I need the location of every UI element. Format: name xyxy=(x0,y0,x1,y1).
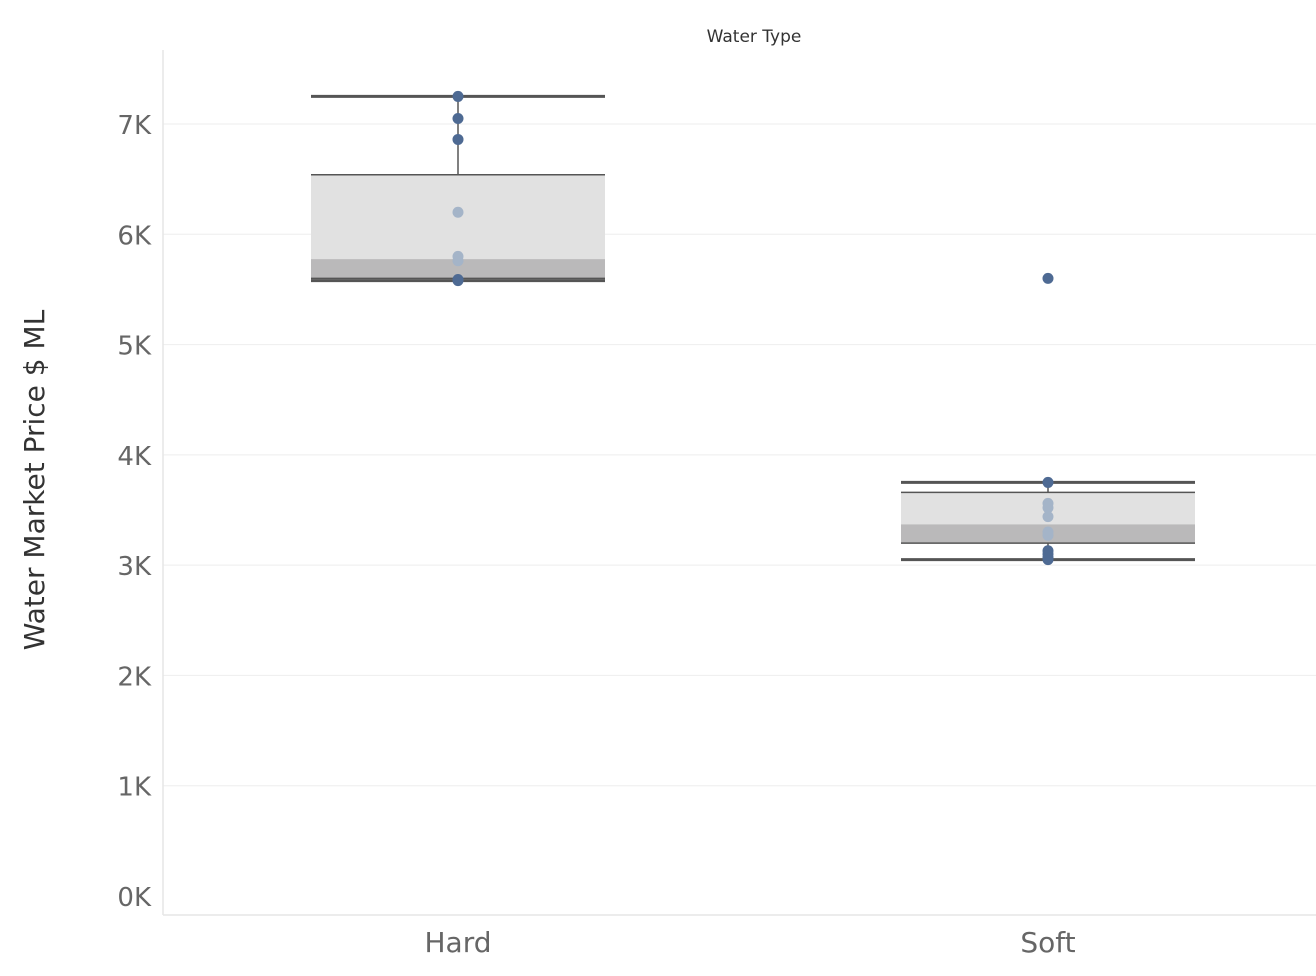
data-point xyxy=(1042,476,1054,488)
data-point xyxy=(452,90,464,102)
box-soft xyxy=(901,272,1195,566)
outlier-point xyxy=(1042,272,1054,284)
y-axis-label: Water Market Price $ ML xyxy=(18,309,51,650)
data-point xyxy=(1042,554,1054,566)
box-hard xyxy=(311,90,605,287)
y-tick-label: 0K xyxy=(117,883,152,913)
data-point xyxy=(452,133,464,145)
y-tick-label: 4K xyxy=(117,442,152,472)
x-tick-label: Hard xyxy=(424,926,491,959)
data-point xyxy=(452,206,464,218)
y-tick-label: 7K xyxy=(117,111,152,141)
header-title: Water Type xyxy=(707,27,802,47)
data-point xyxy=(452,275,464,287)
data-point xyxy=(1042,529,1054,541)
x-axis-ticks: Hard Soft xyxy=(424,926,1075,959)
y-axis-ticks: 0K 1K 2K 3K 4K 5K 6K 7K xyxy=(117,111,152,913)
y-tick-label: 5K xyxy=(117,332,152,362)
boxes xyxy=(311,90,1195,566)
data-point xyxy=(1042,511,1054,523)
y-tick-label: 3K xyxy=(117,552,152,582)
data-point xyxy=(452,255,464,267)
y-tick-label: 1K xyxy=(117,773,152,803)
box-lower-half xyxy=(311,259,605,279)
data-point xyxy=(1042,502,1054,514)
x-tick-label: Soft xyxy=(1020,926,1075,959)
data-point xyxy=(452,112,464,124)
y-tick-label: 2K xyxy=(117,662,152,692)
y-tick-label: 6K xyxy=(117,221,152,251)
